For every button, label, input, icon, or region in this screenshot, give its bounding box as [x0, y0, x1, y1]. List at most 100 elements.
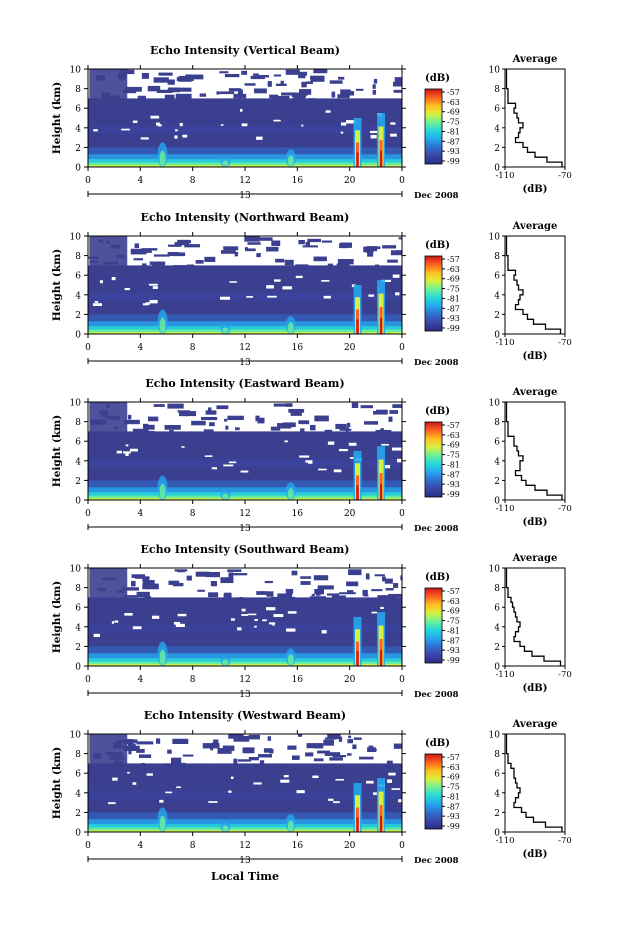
heatmap-gap: [179, 122, 183, 127]
heatmap-cell: [184, 244, 200, 248]
heatmap-plume: [159, 483, 166, 501]
heatmap-cell: [233, 93, 247, 99]
heatmap-gap: [305, 460, 313, 463]
heatmap-cell: [371, 768, 377, 772]
avg-x-tick-label: -110: [495, 504, 514, 514]
heatmap-cell: [384, 266, 397, 271]
heatmap-cell: [257, 754, 272, 758]
heatmap-gap: [253, 782, 262, 785]
heatmap-cell: [298, 734, 303, 737]
heatmap-cell: [182, 754, 194, 757]
heatmap-gap: [254, 625, 257, 628]
heatmap-cell: [316, 593, 321, 596]
heatmap-cell: [253, 764, 260, 767]
heatmap-cell: [388, 416, 393, 422]
heatmap-cell: [244, 748, 252, 754]
colorbar: [424, 88, 443, 165]
heatmap-cell: [142, 583, 159, 590]
heatmap-cell: [255, 415, 260, 422]
heatmap-cell: [237, 432, 244, 436]
month-label: Dec 2008: [414, 191, 459, 201]
heatmap-cell: [339, 428, 352, 431]
heatmap-cell: [267, 81, 272, 87]
month-label: Dec 2008: [414, 524, 459, 534]
heatmap-gap: [325, 110, 331, 113]
heatmap-cell: [284, 259, 294, 266]
heatmap-gap: [395, 292, 400, 296]
heatmap-gap: [265, 607, 276, 611]
heatmap-gap: [247, 613, 257, 616]
heatmap-gap: [380, 606, 384, 610]
heatmap-gap: [165, 791, 173, 794]
heatmap-cell: [277, 593, 292, 600]
colorbar-unit: (dB): [425, 406, 450, 417]
panel-4: Echo Intensity (Westward Beam) 0 2 4 6 8 10 Hei…: [51, 709, 572, 866]
avg-y-tick-label: 6: [494, 438, 500, 448]
heatmap-cell: [280, 80, 284, 86]
heatmap-cell: [254, 88, 267, 94]
heatmap-cell: [393, 583, 399, 588]
heatmap-cell: [146, 106, 154, 112]
colorbar-tick-label: -93: [447, 314, 460, 323]
heatmap-gap: [114, 620, 119, 623]
avg-x-label: (dB): [523, 517, 548, 528]
avg-y-tick-label: 0: [494, 663, 500, 673]
heatmap-cell: [186, 597, 200, 602]
x-tick-label: 0: [399, 675, 405, 685]
heatmap-cell: [346, 581, 359, 587]
heatmap-gap: [340, 131, 344, 134]
heatmap-cell: [323, 739, 334, 746]
average-title: Average: [512, 719, 558, 730]
heatmap-cell: [270, 596, 282, 601]
heatmap-cell: [271, 240, 281, 246]
heatmap-cell: [389, 410, 399, 414]
heatmap-gap: [129, 448, 138, 452]
y-tick-label: 10: [70, 731, 82, 741]
heatmap-gap: [177, 613, 187, 617]
heatmap-plume: [159, 317, 166, 335]
heatmap-cell: [269, 748, 274, 754]
heatmap-cell: [89, 402, 128, 442]
heatmap-cell: [291, 92, 307, 98]
heatmap-cell: [355, 88, 364, 91]
heatmap-cell: [89, 236, 128, 276]
heatmap-cell: [346, 422, 351, 428]
heatmap-cell: [191, 420, 206, 426]
heatmap-cell: [237, 89, 243, 95]
average-profile-line: [505, 734, 563, 832]
heatmap-gap: [348, 442, 357, 446]
heatmap-cell: [306, 743, 324, 749]
heatmap-cell: [178, 75, 192, 82]
colorbar-tick-label: -81: [447, 127, 460, 136]
heatmap-cell: [233, 758, 238, 765]
x-tick-label: 0: [85, 675, 91, 685]
heatmap-cell: [306, 81, 314, 84]
heatmap-cell: [241, 432, 251, 435]
heatmap-cell: [193, 606, 199, 612]
heatmap-layer: [88, 125, 402, 134]
avg-y-tick-label: 4: [494, 789, 500, 799]
avg-y-tick-label: 0: [494, 829, 500, 839]
avg-x-tick-label: -110: [495, 171, 514, 181]
day-label: 13: [239, 358, 251, 368]
heatmap-gap: [267, 295, 277, 298]
heatmap-spike: [356, 485, 359, 500]
day-label: 13: [239, 191, 251, 201]
avg-y-tick-label: 4: [494, 124, 500, 134]
heatmap-cell: [298, 71, 308, 76]
heatmap-cell: [386, 760, 393, 767]
y-tick-label: 8: [75, 750, 81, 760]
x-tick-label: 12: [239, 176, 250, 186]
heatmap-cell: [273, 104, 286, 109]
x-tick-label: 20: [344, 343, 356, 353]
heatmap-cell: [217, 748, 232, 754]
heatmap-spike: [380, 317, 383, 334]
heatmap-cell: [273, 403, 288, 407]
heatmap-gap: [149, 299, 158, 304]
heatmap-cell: [128, 414, 132, 420]
heatmap-gap: [391, 788, 401, 790]
avg-y-tick-label: 2: [494, 643, 500, 653]
heatmap-cell: [128, 749, 132, 755]
heatmap-cell: [393, 743, 402, 749]
colorbar: [424, 753, 443, 830]
